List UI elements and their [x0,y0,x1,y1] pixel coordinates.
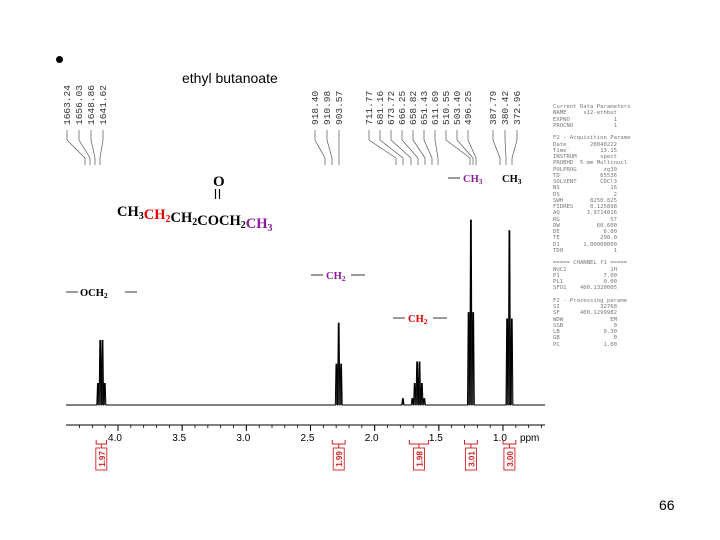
peak-frequency-label: 380.42 [500,90,511,125]
integral-box-4 [464,447,477,471]
peak-assignment-1: OCH2 [80,288,108,300]
peak-frequency-label: 711.77 [364,91,375,125]
peak-frequency-leader [326,130,333,165]
formula-group-2: CH [144,207,166,223]
ppm-tick-label: 3.0 [236,433,250,444]
peak-assignment-2: CH2 [326,271,346,283]
integral-bracket-1 [95,440,107,445]
peak-frequency-label: 681.16 [375,90,386,125]
peak-frequency-label: 372.96 [512,90,523,125]
peak-frequency-label: 611.69 [430,90,441,125]
peak-frequency-leader [78,130,91,165]
peak-frequency-label: 651.43 [419,90,430,125]
ppm-tick-label: 4.0 [108,433,122,444]
peak-frequency-label: 1641.62 [98,85,109,125]
ppm-tick-label: 2.5 [301,433,315,444]
ppm-tick-label: 2.0 [365,433,379,444]
slide-bullet [56,56,63,63]
peak-frequency-leader [379,130,404,165]
integral-value-4: 3.01 [467,451,476,467]
peak-frequency-label: 918.40 [310,90,321,125]
peak-frequency-label: 903.57 [334,91,345,125]
carbonyl-oxygen: O [213,174,225,190]
page-number: 66 [659,497,675,513]
peak-list-annotations: 1663.24 1656.03 1648.86 1641.62 918.40 910.98… [62,85,523,165]
peak-frequency-leader [511,130,518,165]
peak-frequency-leader [314,130,326,165]
peak-frequency-label: 658.82 [408,90,419,125]
peak-frequency-label: 910.98 [322,90,333,125]
formula-subscript-5: 3 [268,223,273,234]
peak-frequency-label: 510.55 [441,90,452,125]
formula-group-5: CH [246,216,268,232]
formula-subscript-3: 2 [192,217,197,228]
peak-frequency-label: 387.79 [488,90,499,125]
spectrum-line [66,219,545,406]
integral-box-3 [412,447,425,471]
peak-frequency-leader [99,130,104,165]
ppm-tick-label: 1.0 [493,433,507,444]
peak-frequency-leader [66,130,86,165]
ppm-tick-label: 3.5 [172,433,186,444]
slide-title: ethyl butanoate [182,70,278,86]
peak-assignment-4: CH3 [463,174,483,186]
peak-frequency-leader [456,130,474,165]
ppm-axis: 4.0 3.5 3.0 2.5 2.0 1.5 1.0 ppm [66,424,545,444]
peak-frequency-leader [504,130,507,165]
formula-text: CH3CH2CH2COCH2CH3 [117,204,273,234]
integral-bracket-3 [408,440,430,445]
peak-frequency-leader [434,130,439,165]
peak-frequency-label: 666.25 [397,90,408,125]
integral-value-5: 3.00 [506,451,515,467]
ppm-tick-label: 1.5 [429,433,443,444]
peak-frequency-label: 1656.03 [74,85,85,125]
formula-subscript-4: 2 [241,220,246,231]
integral-value-2: 1.99 [335,451,344,467]
integral-value-3: 1.98 [415,451,424,467]
integral-value-1: 1.97 [98,451,107,467]
peak-frequency-leader [368,130,397,165]
peak-frequency-label: 1648.86 [86,85,97,125]
peak-frequency-label: 496.25 [463,90,474,125]
ppm-axis-label: ppm [520,433,539,444]
formula-group-1: CH [117,204,139,220]
peak-frequency-leader [401,130,419,165]
peak-frequency-leader [467,130,477,165]
peak-assignment-5: CH3 [502,174,522,186]
formula-group-3: CH [171,210,193,226]
peak-frequency-label: 503.40 [452,90,463,125]
peak-frequency-leader [390,130,412,165]
formula-group-4: COCH [197,213,241,229]
acquisition-parameters: Current Data Parameters NAME s12-ethbut … [553,104,631,348]
formula-subscript-1: 3 [139,211,144,222]
integral-box-1 [95,447,108,471]
peak-frequency-leader [445,130,471,165]
peak-frequency-leader [412,130,426,165]
peak-assignment-3: CH2 [408,314,428,326]
integral-box-5 [503,447,516,471]
peak-frequency-leader [423,130,433,165]
spectrum-trace [66,219,545,406]
peak-frequency-leader [492,130,501,165]
integral-bracket-4 [464,440,478,445]
integral-labels: 1.97 1.99 1.98 3.01 3.00 [95,440,517,471]
peak-frequency-label: 1663.24 [62,85,73,125]
formula-subscript-2: 2 [166,214,171,225]
peak-frequency-leader [90,130,96,165]
peak-frequency-label: 673.72 [386,90,397,125]
integral-bracket-2 [331,440,346,445]
integral-box-2 [332,447,345,471]
